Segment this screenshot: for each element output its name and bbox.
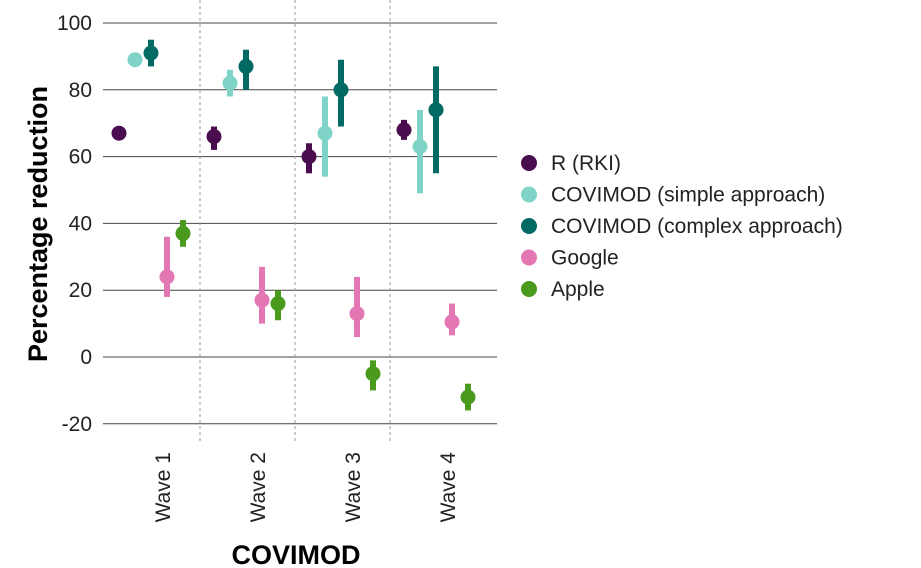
y-tick-label: 40 (69, 212, 92, 235)
legend-label: R (RKI) (551, 152, 621, 175)
data-point (301, 149, 317, 165)
legend: R (RKI) COVIMOD (simple approach) COVIMOD … (521, 152, 843, 301)
data-point (460, 389, 476, 405)
data-point (143, 45, 159, 61)
x-tick-labels: Wave 1 Wave 2 Wave 3 Wave 4 (152, 452, 460, 523)
data-point (127, 52, 143, 68)
y-tick-label: 80 (69, 79, 92, 102)
data-point (238, 58, 254, 74)
data-point (206, 129, 222, 145)
legend-swatch (521, 249, 537, 266)
x-tick-label: Wave 3 (342, 452, 365, 522)
data-point (159, 269, 175, 285)
legend-swatch (521, 218, 537, 234)
legend-swatch (521, 155, 537, 171)
data-point (222, 75, 238, 91)
legend-label: Apple (551, 278, 605, 301)
legend-swatch (521, 186, 537, 203)
legend-swatch (521, 281, 537, 297)
data-point (349, 306, 365, 322)
data-point (412, 139, 428, 155)
data-point (254, 292, 270, 308)
data-point (111, 125, 127, 141)
y-tick-label: 60 (69, 146, 92, 169)
y-tick-label: 0 (80, 346, 92, 369)
data-point (333, 82, 349, 98)
x-tick-label: Wave 4 (437, 452, 460, 523)
data-point (175, 225, 191, 241)
data-point (365, 366, 381, 382)
legend-label: Google (551, 247, 619, 270)
y-axis-title: Percentage reduction (23, 86, 53, 362)
x-tick-label: Wave 1 (152, 452, 175, 522)
x-axis-title: COVIMOD (231, 540, 360, 568)
legend-label: COVIMOD (simple approach) (551, 184, 825, 207)
data-point (396, 122, 412, 138)
data-point (428, 102, 444, 118)
x-tick-label: Wave 2 (247, 452, 270, 522)
data-marks (111, 39, 476, 411)
data-point (317, 125, 333, 141)
wave-separators (199, 0, 391, 441)
y-tick-label: -20 (62, 413, 92, 436)
data-point (444, 314, 460, 330)
data-point (270, 296, 286, 312)
y-tick-label: 100 (57, 12, 92, 35)
y-tick-label: 20 (69, 279, 92, 302)
y-tick-labels: 100 80 60 40 20 0 -20 (57, 12, 92, 436)
legend-label: COVIMOD (complex approach) (551, 215, 843, 238)
